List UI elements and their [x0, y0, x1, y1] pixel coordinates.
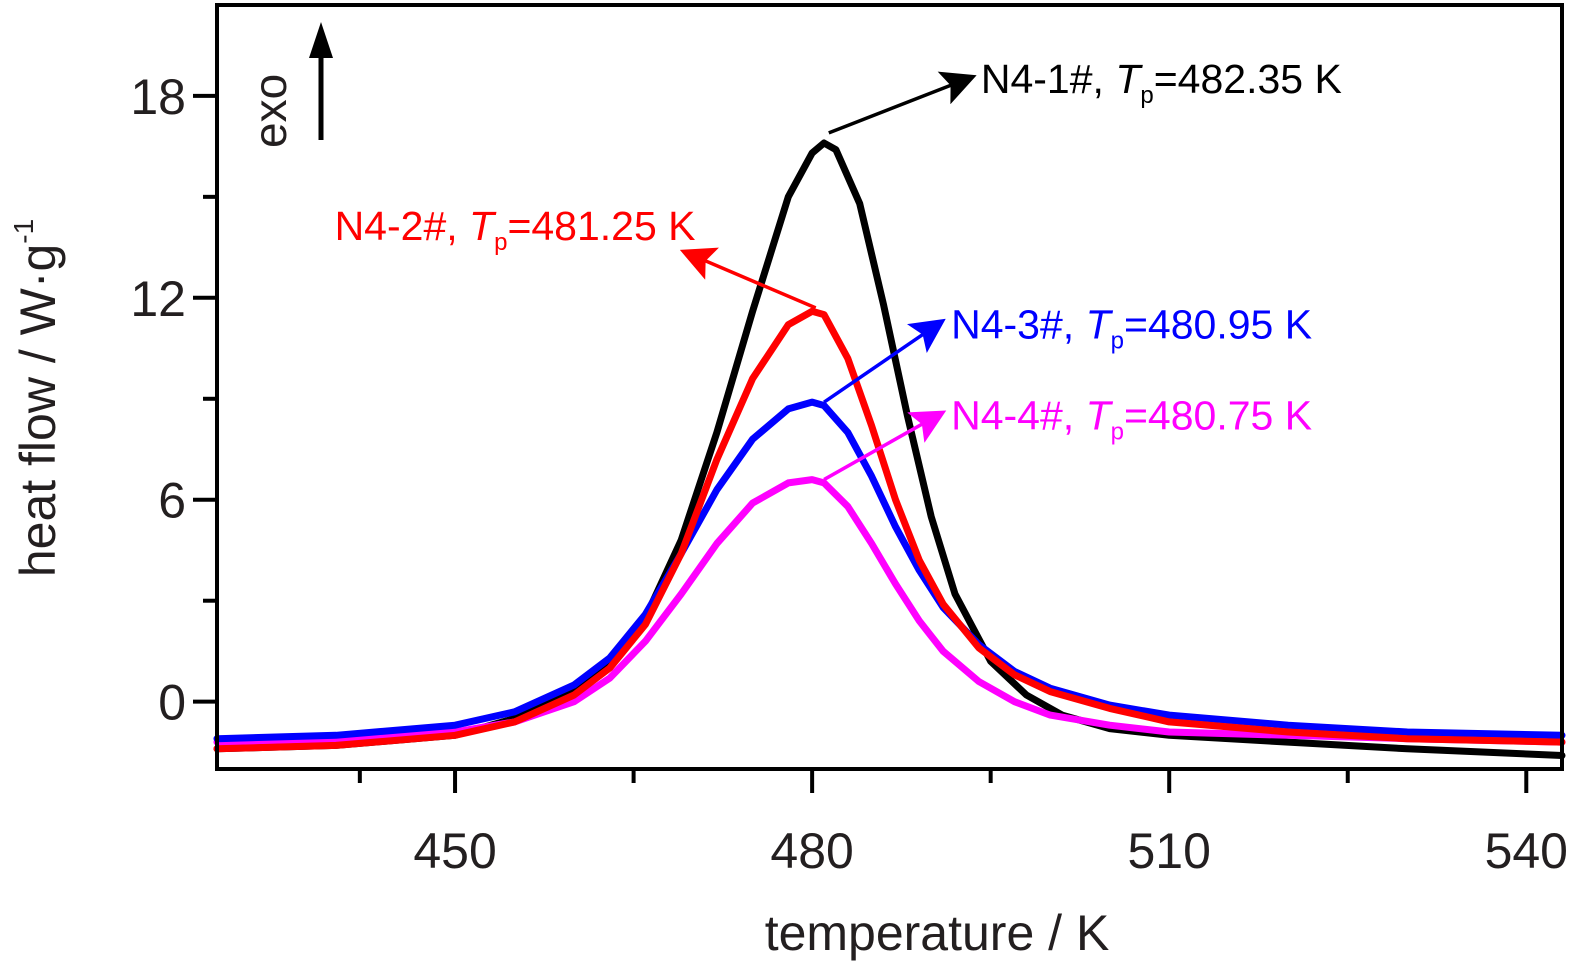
series-line-n4-2	[213, 307, 1566, 753]
annotation-series-name: N4-4#,	[951, 393, 1085, 439]
annotation-series-name: N4-1#,	[981, 56, 1115, 102]
tick-labels: 450 480 510 540 0 6 12 18	[130, 69, 1568, 879]
annotation-series-name: N4-3#,	[951, 302, 1085, 348]
annotation-arrows	[679, 71, 977, 482]
exo-label: exo	[244, 74, 296, 148]
exo-indicator: exo	[244, 22, 333, 148]
y-axis-title-main: heat flow / W·g	[10, 244, 66, 577]
annotation-label-3: N4-3#, Tp=480.95 K	[951, 302, 1312, 355]
x-tick-label: 480	[770, 823, 853, 879]
plot-frame	[215, 3, 1564, 771]
annotation-value: =481.25 K	[507, 203, 695, 249]
y-tick-label: 12	[130, 271, 186, 327]
series-lines	[213, 139, 1566, 759]
annotation-label-2: N4-2#, Tp=481.25 K	[335, 203, 696, 256]
annotation-arrow-2	[679, 247, 817, 310]
series-line-n4-4	[213, 476, 1566, 746]
annotations: N4-1#, Tp=482.35 KN4-2#, Tp=481.25 KN4-3…	[335, 56, 1342, 446]
annotation-symbol: T	[1086, 302, 1114, 348]
y-axis-title-unit-exponent: -1	[8, 219, 39, 244]
y-tick-label: 0	[158, 675, 186, 731]
annotation-arrow-3	[823, 318, 946, 404]
x-axis-title: temperature / K	[765, 905, 1110, 961]
annotation-subscript: p	[1111, 419, 1124, 446]
annotation-symbol: T	[1115, 56, 1143, 102]
annotation-symbol: T	[469, 203, 497, 249]
annotation-series-name: N4-2#,	[335, 203, 469, 249]
axis-ticks	[193, 93, 1529, 793]
annotation-value: =480.95 K	[1124, 302, 1312, 348]
annotation-arrow-4	[823, 410, 947, 482]
x-tick-label: 510	[1127, 823, 1210, 879]
y-tick-label: 18	[130, 69, 186, 125]
annotation-symbol: T	[1086, 393, 1114, 439]
annotation-value: =480.75 K	[1124, 393, 1312, 439]
annotation-label-1: N4-1#, Tp=482.35 K	[981, 56, 1342, 109]
x-tick-label: 540	[1485, 823, 1568, 879]
annotation-value: =482.35 K	[1154, 56, 1342, 102]
x-tick-label: 450	[413, 823, 496, 879]
annotation-subscript: p	[1111, 328, 1124, 355]
exo-arrow-head	[309, 22, 333, 58]
y-axis-title: heat flow / W·g-1	[8, 219, 66, 577]
annotation-subscript: p	[1140, 82, 1153, 109]
annotation-label-4: N4-4#, Tp=480.75 K	[951, 393, 1312, 446]
annotation-subscript: p	[494, 229, 507, 256]
annotation-arrow-1	[828, 71, 977, 135]
y-tick-label: 6	[158, 473, 186, 529]
